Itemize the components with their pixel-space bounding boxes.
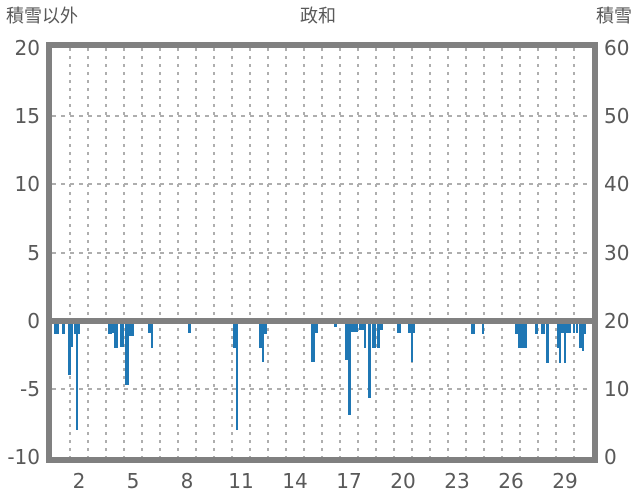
right-axis-tick-label: 60 [604, 36, 630, 60]
data-bar [413, 320, 416, 333]
left-axis-tick-label: 15 [14, 104, 40, 129]
x-axis-tick-label: 17 [336, 469, 362, 493]
data-bar [114, 320, 118, 348]
data-bar [358, 320, 364, 331]
data-bar [376, 320, 381, 348]
data-bar [558, 320, 562, 363]
value-gridline [52, 387, 592, 390]
data-bar [70, 320, 74, 347]
left-axis-tick-label: -10 [7, 445, 40, 469]
data-bar [54, 320, 59, 335]
value-gridline [52, 251, 592, 254]
data-bar [311, 320, 315, 362]
right-axis-tick-label: 20 [604, 308, 630, 333]
data-bar [235, 320, 239, 430]
data-bar [232, 320, 236, 348]
data-bar [583, 320, 586, 335]
data-bar [408, 320, 411, 333]
data-bar [481, 320, 485, 335]
right-axis-title: 積雪 [596, 6, 632, 27]
x-axis-tick-label: 26 [498, 469, 524, 493]
left-axis-tick-label: -5 [20, 376, 40, 401]
x-axis-tick-label: 29 [552, 469, 578, 493]
data-bar [147, 320, 151, 333]
data-bar [78, 320, 81, 335]
data-bar [150, 320, 154, 348]
data-bar [68, 320, 71, 376]
value-gridline [52, 115, 592, 118]
data-bar [74, 320, 76, 335]
data-bar [578, 320, 582, 348]
data-bar [514, 320, 518, 335]
chart-title: 政和 [300, 6, 336, 27]
data-bar [471, 320, 475, 335]
x-axis-tick-label: 20 [390, 469, 416, 493]
data-bar [575, 320, 578, 333]
right-axis-tick-label: 40 [604, 172, 630, 197]
data-bar [314, 320, 318, 333]
right-axis-tick-label: 50 [604, 104, 630, 129]
data-bar [125, 320, 130, 385]
data-bar [119, 320, 124, 347]
data-bar [540, 320, 545, 335]
data-bar [518, 320, 523, 348]
data-bar [581, 320, 584, 351]
zero-axis-line [52, 317, 592, 324]
data-bar [111, 320, 115, 333]
left-axis-tick-label: 0 [27, 308, 40, 333]
data-bar [556, 320, 559, 348]
data-bar [371, 320, 376, 348]
data-bar [61, 320, 65, 335]
data-bar [563, 320, 566, 363]
left-axis-tick-label: 5 [27, 240, 40, 265]
data-bar [410, 320, 414, 362]
value-gridline [52, 183, 592, 186]
x-axis-tick-label: 11 [228, 469, 254, 493]
data-bar [344, 320, 349, 361]
data-bar [108, 320, 112, 335]
left-axis-title: 積雪以外 [6, 6, 78, 27]
left-axis-tick-label: 10 [14, 172, 40, 197]
data-bar [75, 320, 79, 430]
x-axis-tick-label: 5 [126, 469, 140, 493]
data-bar [334, 320, 337, 328]
data-bar [380, 320, 383, 331]
left-axis-tick-label: 20 [14, 36, 40, 60]
right-axis-tick-label: 0 [604, 445, 617, 469]
data-bar [397, 320, 401, 333]
x-axis-tick-label: 23 [444, 469, 470, 493]
data-bar [259, 320, 262, 348]
data-bar [261, 320, 265, 362]
data-bar [545, 320, 549, 363]
x-axis-tick-label: 14 [282, 469, 308, 493]
data-bar [264, 320, 267, 335]
data-bar [348, 320, 352, 415]
data-bar [187, 320, 191, 333]
data-bar [367, 320, 372, 399]
data-bar [363, 320, 367, 348]
data-bar [129, 320, 134, 336]
data-bar [522, 320, 528, 348]
data-bar [534, 320, 538, 335]
data-bar [561, 320, 564, 333]
data-bar [565, 320, 572, 333]
data-bar [572, 320, 575, 333]
right-axis-tick-label: 10 [604, 376, 630, 401]
right-axis-tick-label: 30 [604, 240, 630, 265]
x-axis-tick-label: 8 [180, 469, 194, 493]
x-axis-tick-label: 2 [72, 469, 86, 493]
data-bar [351, 320, 358, 332]
